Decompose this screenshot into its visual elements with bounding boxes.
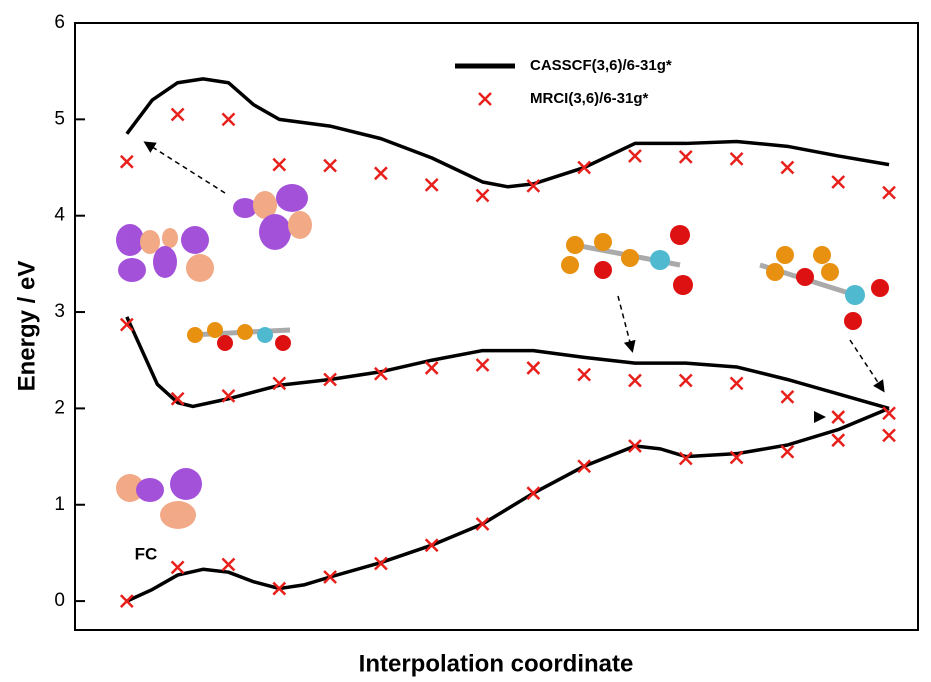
marker — [324, 160, 336, 172]
y-tick-label: 0 — [54, 590, 65, 611]
plot-frame — [75, 23, 918, 630]
line-curve — [127, 408, 889, 601]
marker — [375, 167, 387, 179]
marker — [527, 362, 539, 374]
marker — [172, 561, 184, 573]
marker — [121, 156, 133, 168]
marker — [781, 446, 793, 458]
marker — [222, 113, 234, 125]
marker — [731, 377, 743, 389]
marker — [680, 374, 692, 386]
legend-swatch — [479, 93, 491, 105]
marker — [781, 391, 793, 403]
legend-label: CASSCF(3,6)/6-31g* — [530, 57, 672, 74]
marker — [883, 187, 895, 199]
marker — [832, 411, 844, 423]
x-axis-title: Interpolation coordinate — [359, 650, 634, 677]
legend-item: CASSCF(3,6)/6-31g* — [455, 57, 672, 74]
marker — [426, 179, 438, 191]
y-axis-title: Energy / eV — [13, 261, 40, 392]
page: {"chart_data": {"type": "line", "xlabel"… — [0, 0, 931, 682]
y-tick-label: 6 — [54, 12, 65, 33]
marker — [680, 452, 692, 464]
chart: Interpolation coordinate Energy / eV FC … — [0, 0, 931, 682]
marker — [172, 109, 184, 121]
marker — [680, 151, 692, 163]
marker — [477, 359, 489, 371]
legend-label: MRCI(3,6)/6-31g* — [530, 90, 649, 107]
marker — [629, 374, 641, 386]
legend-item: MRCI(3,6)/6-31g* — [479, 90, 649, 107]
marker — [883, 429, 895, 441]
y-tick-label: 4 — [54, 205, 65, 226]
marker — [527, 487, 539, 499]
marker — [629, 150, 641, 162]
marker — [832, 434, 844, 446]
marker — [273, 159, 285, 171]
marker — [477, 189, 489, 201]
molecule-illustrations — [116, 143, 889, 529]
y-tick-label: 1 — [54, 494, 65, 515]
marker — [426, 362, 438, 374]
annotation: FC — [135, 544, 158, 563]
marker — [731, 153, 743, 165]
y-tick-label: 2 — [54, 397, 65, 418]
marker — [222, 558, 234, 570]
y-tick-label: 5 — [54, 108, 65, 129]
marker — [832, 176, 844, 188]
marker — [781, 162, 793, 174]
line-curve — [127, 79, 889, 187]
marker — [578, 369, 590, 381]
y-tick-label: 3 — [54, 301, 65, 322]
